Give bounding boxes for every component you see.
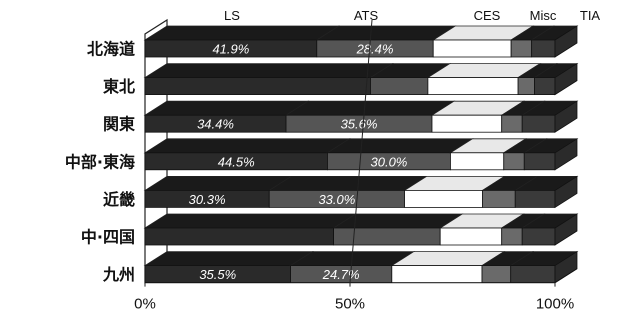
bar-tia-5 (521, 227, 556, 246)
legend-label-ls: LS (224, 8, 240, 23)
data-label-1: 28.4% (356, 42, 394, 57)
bar-ces-6 (391, 265, 483, 284)
data-label-2: 34.4% (197, 117, 234, 132)
bar-ats-2-top (284, 100, 456, 116)
category-label-3: 中部·東海 (65, 152, 135, 171)
bar-end-1 (554, 62, 578, 96)
data-label-5: 30.0% (371, 154, 408, 169)
data-label-8: 35.5% (199, 267, 236, 282)
data-label-7: 33.0% (318, 192, 355, 207)
bar-misc-6 (481, 265, 512, 284)
bar-ls-3-top (143, 138, 351, 154)
bar-ats-5 (333, 227, 441, 246)
category-label-1: 東北 (103, 77, 135, 96)
bar-ls-1 (144, 77, 371, 95)
bar-tia-4 (514, 189, 556, 208)
bar-misc-4 (482, 189, 516, 208)
bar-tia-3 (523, 152, 556, 171)
bar-end-3 (554, 138, 578, 171)
bar-tia-6 (510, 265, 556, 284)
legend-label-ces: CES (474, 8, 501, 23)
bar-misc-3 (503, 152, 525, 171)
bar-ces-3 (450, 152, 505, 171)
bar-ats-3-top (326, 138, 474, 154)
category-label-2: 関東 (103, 115, 135, 134)
bar-ces-0 (432, 39, 512, 58)
category-label-6: 九州 (102, 265, 135, 284)
bar-ls-5-top (143, 213, 357, 229)
bar-ats-4-top (267, 175, 428, 191)
data-label-4: 44.5% (218, 154, 255, 169)
legend-label-tia: TIA (580, 8, 601, 23)
legend-label-misc: Misc (530, 8, 557, 23)
bar-end-6 (554, 250, 578, 284)
category-label-0: 北海道 (87, 40, 135, 59)
bar-ls-6-top (143, 251, 314, 267)
bar-misc-5 (501, 227, 523, 246)
bar-end-2 (554, 100, 578, 133)
bar-ats-1 (370, 77, 429, 95)
bar-end-5 (554, 213, 578, 246)
data-label-0: 41.9% (212, 42, 249, 57)
bar-end-4 (554, 175, 578, 209)
bar-ls-1-top (143, 63, 394, 78)
bar-tia-0 (531, 39, 556, 58)
data-label-9: 24.7% (322, 267, 360, 282)
bar-ats-0-top (315, 25, 457, 41)
bar-tia-1 (534, 77, 556, 95)
bar-tia-2 (521, 114, 556, 133)
legend-label-ats: ATS (354, 8, 379, 23)
bar-end-0 (554, 25, 578, 58)
bar-ls-0-top (143, 25, 341, 41)
data-label-3: 35.6% (341, 117, 378, 132)
bar-misc-0 (510, 39, 533, 58)
x-tick-label-1: 50% (335, 296, 365, 313)
bar-ces-4 (404, 189, 483, 208)
x-tick-label-2: 100% (536, 296, 574, 313)
bar-misc-1 (517, 77, 535, 95)
data-label-6: 30.3% (189, 192, 226, 207)
bar-ls-4-top (143, 175, 293, 191)
x-tick-label-0: 0% (134, 296, 156, 313)
midline-50 (349, 19, 373, 283)
bar-ls-5 (144, 227, 335, 246)
bar-ces-5 (439, 227, 503, 246)
category-label-4: 近畿 (103, 190, 135, 209)
bar-ls-2-top (143, 100, 310, 116)
bar-ces-1 (427, 77, 519, 95)
category-label-5: 中·四国 (81, 228, 135, 247)
bar-ces-2 (431, 114, 503, 133)
bar-misc-2 (501, 114, 523, 133)
